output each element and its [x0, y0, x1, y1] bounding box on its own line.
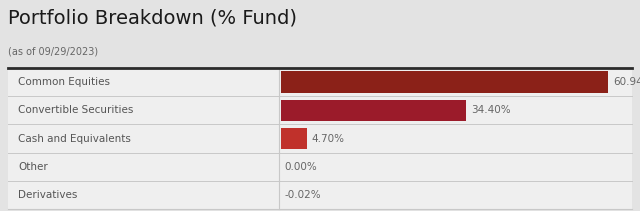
- Bar: [282, 100, 466, 121]
- Text: (as of 09/29/2023): (as of 09/29/2023): [8, 46, 98, 56]
- Text: 60.94%: 60.94%: [613, 77, 640, 87]
- Text: Common Equities: Common Equities: [18, 77, 110, 87]
- Text: Derivatives: Derivatives: [18, 190, 77, 200]
- Text: Portfolio Breakdown (% Fund): Portfolio Breakdown (% Fund): [8, 8, 297, 27]
- Text: Convertible Securities: Convertible Securities: [18, 105, 133, 115]
- Text: Other: Other: [18, 162, 48, 172]
- Text: Cash and Equivalents: Cash and Equivalents: [18, 134, 131, 143]
- Text: 4.70%: 4.70%: [312, 134, 345, 143]
- Text: 0.00%: 0.00%: [284, 162, 317, 172]
- Bar: [282, 71, 608, 93]
- Text: 34.40%: 34.40%: [471, 105, 511, 115]
- Bar: [8, 68, 632, 209]
- Bar: [282, 128, 307, 149]
- Text: -0.02%: -0.02%: [284, 190, 321, 200]
